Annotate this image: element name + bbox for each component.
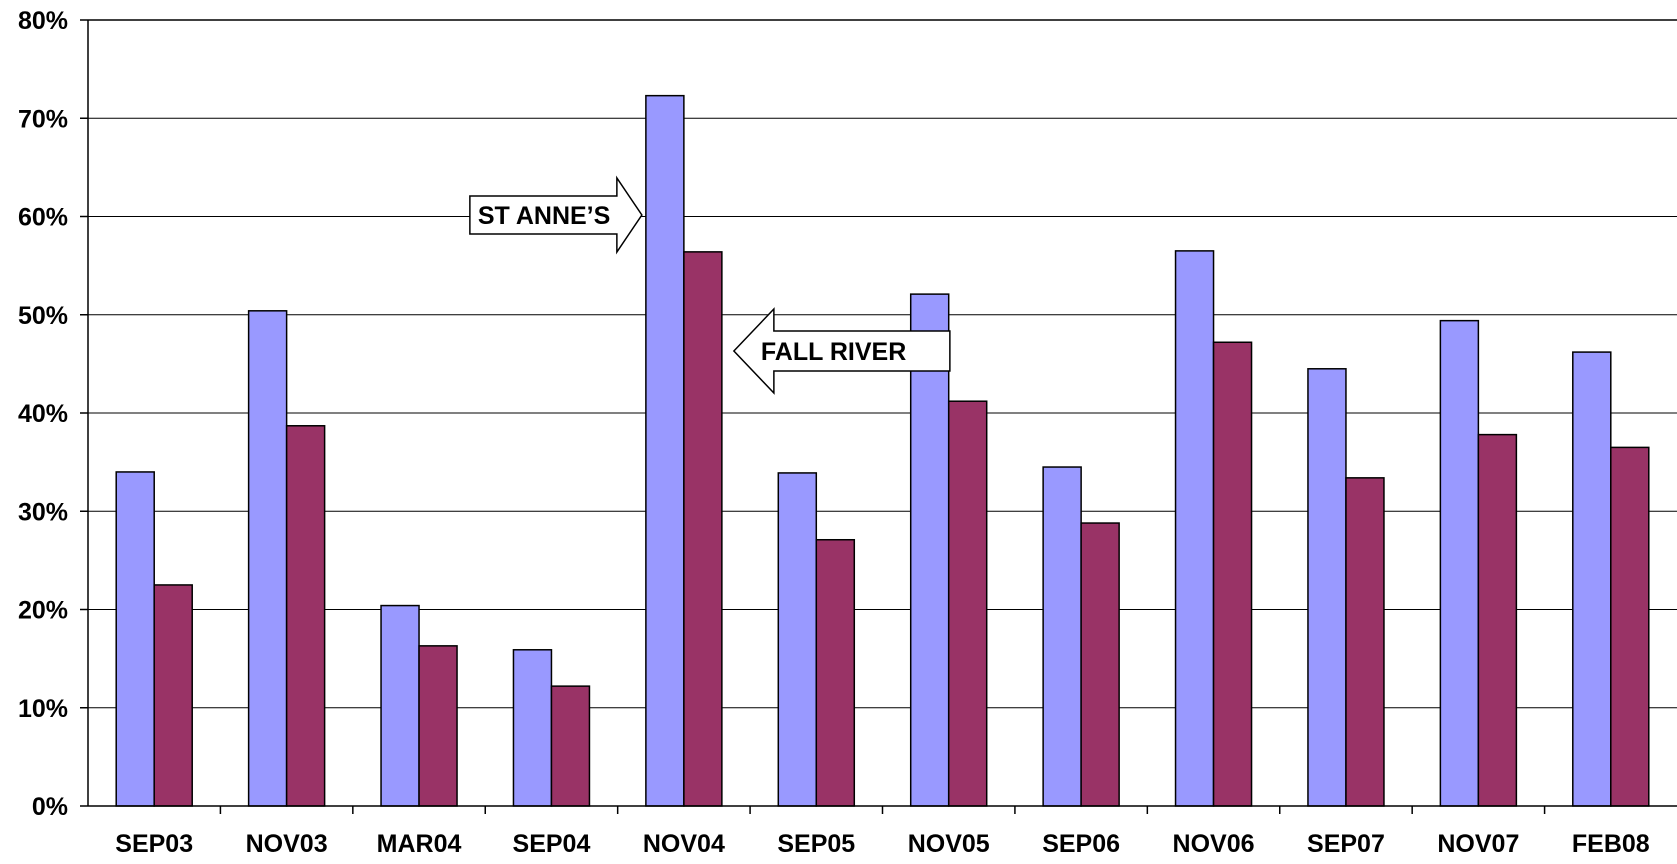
bar-series-2-sep06 [1080, 522, 1120, 807]
y-tick-labels: 0% 10% 20% 30% 40% 50% 60% 70% 80% [18, 7, 68, 821]
x-category-label: NOV03 [246, 830, 328, 858]
gridlines [88, 19, 1677, 709]
bar-series-2-sep07 [1345, 477, 1385, 807]
bar-series-2-nov05 [947, 400, 988, 807]
x-category-label: NOV07 [1437, 830, 1519, 858]
callout-st-anne-s: ST ANNE’S [469, 175, 643, 255]
y-tick-label: 40% [18, 400, 68, 428]
x-category-label: NOV06 [1173, 830, 1255, 858]
y-tick-label: 70% [18, 105, 68, 133]
callout-arrow-shape [469, 175, 643, 255]
bar-series-2-nov07 [1477, 433, 1518, 807]
callout-label: FALL RIVER [761, 338, 906, 366]
bar-series-1-sep03 [115, 471, 155, 807]
y-tick-label: 80% [18, 7, 68, 35]
bar-series-2-nov04 [683, 251, 723, 807]
bar-series-1-nov03 [247, 310, 288, 807]
bar-series-2-mar04 [418, 645, 458, 807]
y-tick-label: 10% [18, 695, 68, 723]
x-category-label: FEB08 [1572, 830, 1650, 858]
bar-series-1-nov05 [909, 293, 950, 807]
bar-series-1-mar04 [380, 604, 420, 807]
bar-series-2-sep03 [153, 584, 193, 807]
y-tick-label: 20% [18, 597, 68, 625]
callouts: ST ANNE’S FALL RIVER [469, 175, 951, 395]
bar-series-1-nov04 [645, 94, 685, 807]
bar-series-1-sep06 [1042, 466, 1082, 807]
callout-label: ST ANNE’S [478, 202, 610, 230]
x-category-label: SEP07 [1307, 830, 1385, 858]
x-category-label: SEP04 [513, 830, 591, 858]
bar-series-2-feb08 [1610, 446, 1650, 807]
x-category-label: MAR04 [377, 830, 462, 858]
y-tick-label: 30% [18, 498, 68, 526]
x-category-label: NOV04 [643, 830, 725, 858]
x-category-label: SEP06 [1042, 830, 1120, 858]
bar-series-1-sep04 [512, 649, 553, 807]
bar-series-1-sep07 [1307, 368, 1347, 807]
y-tick-label: 0% [32, 793, 68, 821]
bar-series-1-sep05 [777, 472, 818, 807]
bars [115, 94, 1650, 807]
bar-series-1-nov07 [1439, 319, 1480, 807]
x-category-label: NOV05 [908, 830, 990, 858]
bar-series-2-sep04 [550, 685, 591, 807]
bar-series-1-nov06 [1174, 250, 1215, 807]
axes [80, 19, 1677, 814]
callout-fall-river: FALL RIVER [732, 307, 951, 395]
bar-series-2-nov03 [285, 425, 326, 807]
y-tick-label: 50% [18, 302, 68, 330]
bar-series-2-sep05 [815, 538, 856, 807]
callout-arrow-shape [732, 307, 951, 395]
x-category-label: SEP05 [777, 830, 855, 858]
x-category-labels: SEP03 NOV03 MAR04 SEP04 NOV04 SEP05 NOV05 SEP06… [115, 830, 1650, 858]
bar-series-1-feb08 [1572, 351, 1612, 807]
bar-series-2-nov06 [1212, 341, 1253, 807]
x-category-label: SEP03 [115, 830, 193, 858]
y-tick-label: 60% [18, 204, 68, 232]
